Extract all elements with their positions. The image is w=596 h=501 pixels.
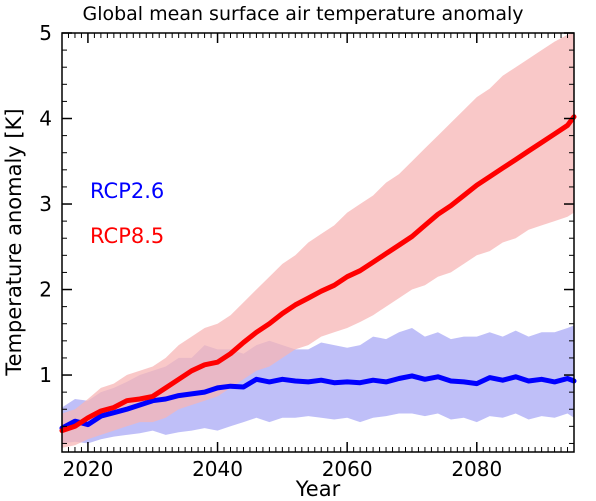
- series-lines: [59, 114, 577, 434]
- y-tick-label: 5: [39, 21, 52, 45]
- y-tick-label: 4: [39, 107, 52, 131]
- chart-title: Global mean surface air temperature anom…: [82, 3, 523, 25]
- uncertainty-bands: [62, 33, 574, 448]
- rcp26-uncertainty-band: [62, 325, 574, 444]
- rcp85-mean-line: [59, 114, 577, 434]
- x-tick-label: 2080: [451, 457, 502, 481]
- y-tick-label: 1: [39, 363, 52, 387]
- x-tick-label: 2040: [192, 457, 243, 481]
- x-axis-label: Year: [295, 477, 341, 501]
- axis-tick-labels: 2020 2040 2060 2080 1 2 3 4 5: [39, 21, 502, 481]
- y-tick-label: 3: [39, 192, 52, 216]
- axis-ticks: [61, 32, 575, 452]
- y-axis-label: Temperature anomaly [K]: [2, 108, 26, 376]
- rcp26-mean-line: [59, 373, 577, 431]
- x-tick-label: 2060: [322, 457, 373, 481]
- legend: RCP2.6 RCP8.5: [90, 179, 164, 248]
- plot-frame: [61, 32, 575, 453]
- y-tick-label: 2: [39, 278, 52, 302]
- legend-entry-rcp26: RCP2.6: [90, 179, 164, 203]
- x-tick-label: 2020: [62, 457, 113, 481]
- legend-entry-rcp85: RCP8.5: [90, 224, 164, 248]
- rcp85-uncertainty-band: [62, 33, 574, 448]
